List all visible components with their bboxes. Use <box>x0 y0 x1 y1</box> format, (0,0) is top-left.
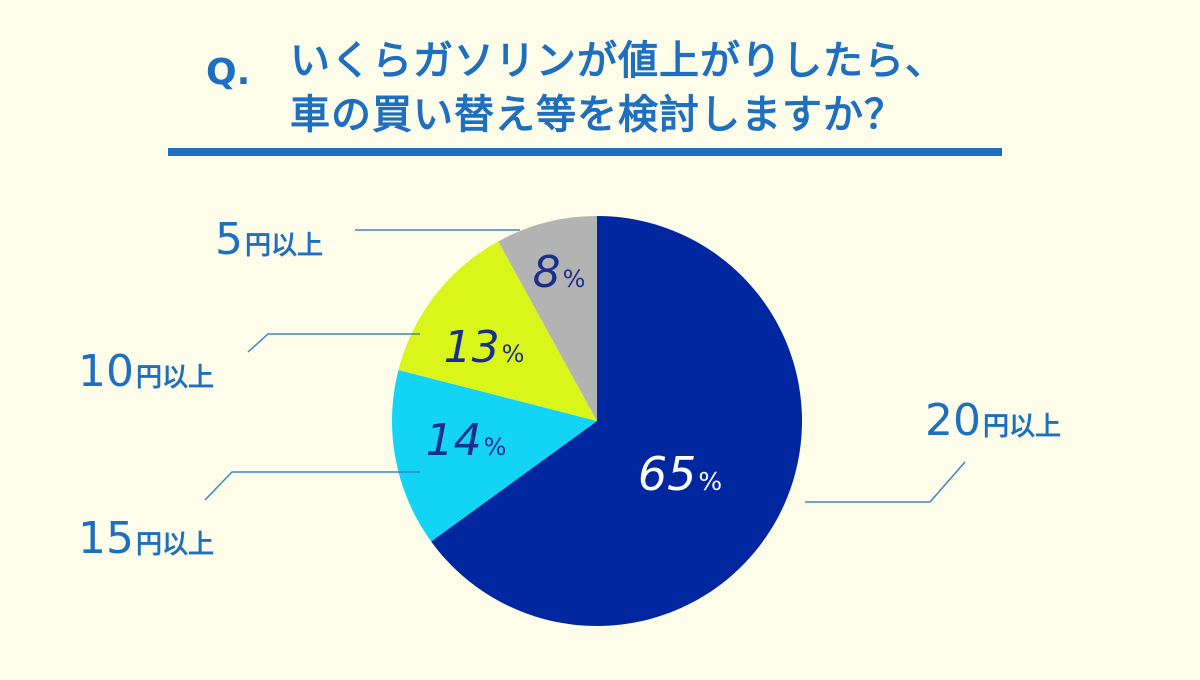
value-number-10: 13 <box>444 322 500 373</box>
question-mark: Q. <box>206 52 251 93</box>
value-percent-20: % <box>698 467 722 496</box>
category-label-10: 10円以上 <box>78 346 214 397</box>
leader-line-15 <box>204 471 420 501</box>
pie-slice-15 <box>392 370 597 542</box>
leader-line-10 <box>247 333 420 353</box>
category-number-10: 10 <box>78 346 134 397</box>
value-percent-5: % <box>563 265 586 293</box>
question-header: Q. いくらガソリンが値上がりしたら、 車の買い替え等を検討しますか？ <box>0 0 1200 170</box>
title-divider <box>168 148 1002 156</box>
category-number-15: 15 <box>78 513 134 564</box>
value-number-5: 8 <box>533 247 561 298</box>
value-number-15: 14 <box>426 415 482 466</box>
category-label-15: 15円以上 <box>78 513 214 564</box>
category-suffix-5: 円以上 <box>245 231 323 261</box>
value-number-20: 65 <box>638 447 697 501</box>
category-suffix-10: 円以上 <box>136 363 214 393</box>
category-suffix-15: 円以上 <box>136 530 214 560</box>
pie-slice-10 <box>398 241 597 421</box>
value-percent-10: % <box>502 340 525 368</box>
question-line-1: いくらガソリンが値上がりしたら、 <box>290 38 946 84</box>
value-label-15: 14% <box>426 415 507 466</box>
category-number-5: 5 <box>215 214 243 265</box>
value-label-5: 8% <box>533 247 586 298</box>
pie-slice-20 <box>431 216 802 627</box>
category-label-20: 20円以上 <box>925 395 1061 446</box>
pie-slice-5 <box>498 216 597 421</box>
category-suffix-20: 円以上 <box>983 412 1061 442</box>
question-line-2: 車の買い替え等を検討しますか？ <box>290 92 905 138</box>
value-label-10: 13% <box>444 322 525 373</box>
category-label-5: 5円以上 <box>215 214 323 265</box>
value-label-20: 65% <box>638 447 722 501</box>
leader-line-20 <box>805 461 966 503</box>
category-number-20: 20 <box>925 395 981 446</box>
value-percent-15: % <box>484 433 507 461</box>
